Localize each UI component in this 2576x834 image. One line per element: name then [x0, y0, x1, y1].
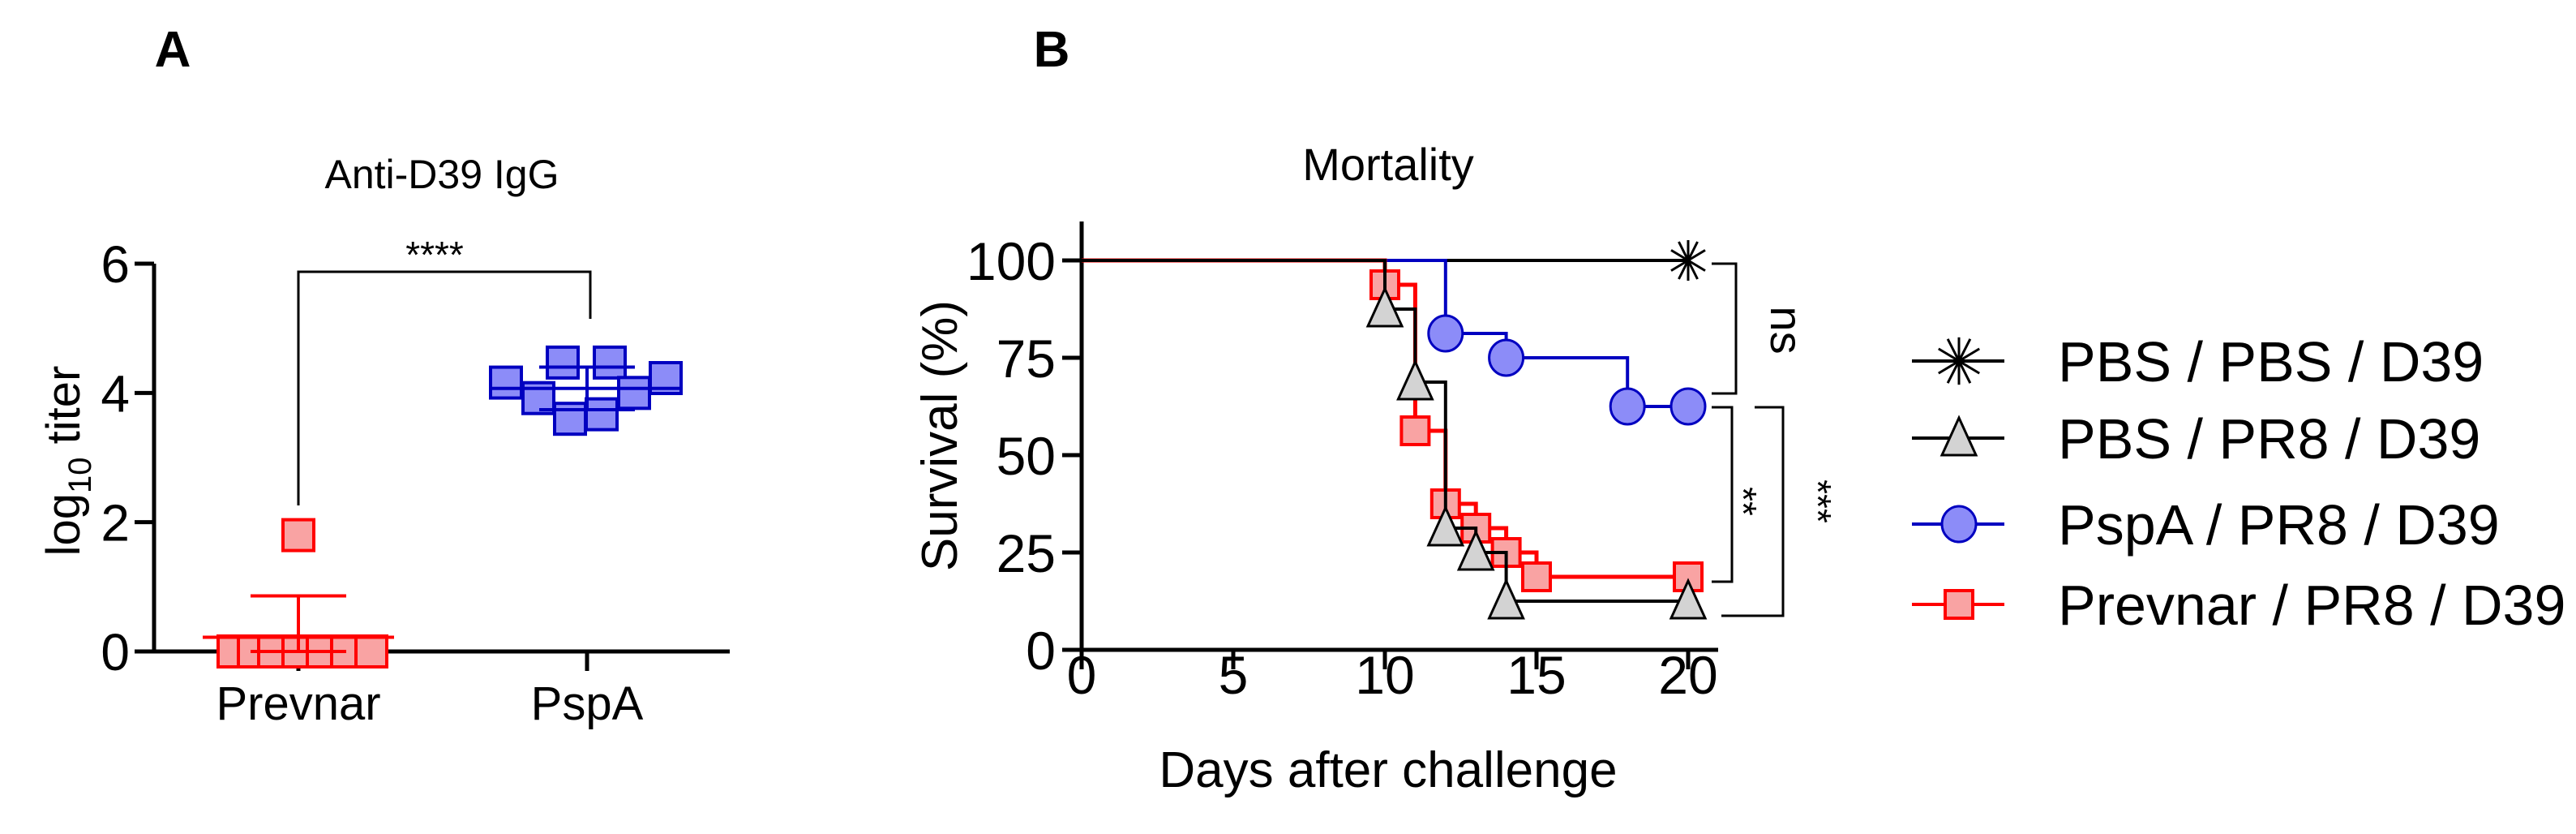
legend: PBS / PBS / D39 PBS / PR8 / D39 PspA / PR8…: [1912, 330, 2565, 637]
circle-marker: [1427, 314, 1464, 353]
significance-bracket-ns: [1712, 262, 1738, 395]
square-marker: [1944, 589, 1974, 620]
significance-label: ***: [1797, 479, 1839, 523]
x-tick-label: 10: [1355, 645, 1414, 705]
legend-item: Prevnar / PR8 / D39: [1912, 574, 2565, 637]
circle-marker: [1940, 505, 1978, 544]
series-pspa: [489, 345, 683, 436]
triangle-marker: [1669, 578, 1708, 620]
data-point-square: [281, 518, 315, 552]
y-tick-label: 75: [997, 329, 1056, 389]
legend-label: PBS / PBS / D39: [2058, 330, 2484, 393]
asterisk-marker: [1670, 240, 1706, 281]
x-tick-label: 15: [1507, 645, 1566, 705]
data-point-square: [585, 397, 619, 432]
y-axis-label-part: 10: [62, 457, 98, 493]
data-point-square: [617, 376, 651, 411]
chart-title: Anti-D39 IgG: [324, 152, 559, 197]
y-tick-label: 25: [997, 523, 1056, 583]
triangle-marker: [1456, 529, 1495, 571]
data-point-square: [553, 402, 587, 436]
square-marker: [1399, 415, 1431, 446]
triangle-marker: [1396, 359, 1434, 401]
y-tick-label: 6: [101, 235, 130, 294]
panel-label-a: A: [155, 22, 191, 78]
panel-b-chart: Mortality 0 25 50 75 100 0 5 10 15 20 Days after ch…: [912, 139, 1839, 798]
significance-label: **: [1722, 487, 1764, 516]
x-axis-label: Days after challenge: [1159, 742, 1617, 798]
y-tick-label: 4: [101, 364, 130, 423]
x-tick-label: Prevnar: [216, 677, 380, 730]
triangle-marker: [1365, 286, 1404, 328]
y-tick-label: 0: [1026, 621, 1056, 681]
data-point-square: [489, 365, 523, 400]
triangle-marker: [1940, 415, 1978, 457]
legend-label: PBS / PR8 / D39: [2058, 407, 2480, 471]
significance-bracket-2star: [1712, 406, 1734, 583]
y-tick-label: 100: [967, 231, 1056, 291]
chart-title: Mortality: [1302, 139, 1474, 190]
y-axis-label: log10 titer: [37, 366, 98, 557]
data-point-square: [354, 634, 388, 668]
asterisk-stroke: [1946, 338, 1972, 384]
survival-series-1: [1082, 259, 1708, 620]
legend-item: PBS / PBS / D39: [1912, 330, 2484, 393]
circle-marker: [1488, 338, 1525, 377]
circle-marker: [1609, 387, 1646, 426]
square-marker: [1521, 561, 1552, 592]
x-tick-label: PspA: [531, 677, 644, 730]
significance-bracket-3star: [1721, 406, 1785, 617]
significance-label: ****: [405, 234, 464, 276]
legend-label: PspA / PR8 / D39: [2058, 493, 2500, 557]
panel-a-chart: Anti-D39 IgG 0 2 4 6 log10 titer Prevnar PspA **…: [37, 152, 730, 730]
y-axis-label: Survival (%): [912, 300, 968, 571]
triangle-marker: [1426, 505, 1465, 547]
x-tick-label: 5: [1219, 645, 1249, 705]
y-tick-label: 0: [101, 623, 130, 681]
significance-label: ns: [1761, 306, 1812, 354]
x-tick-label: 0: [1067, 645, 1097, 705]
asterisk-stroke: [1678, 241, 1699, 280]
significance-bracket: [297, 270, 592, 505]
legend-label: Prevnar / PR8 / D39: [2058, 574, 2565, 637]
legend-item: PspA / PR8 / D39: [1912, 493, 2500, 557]
data-point-square: [546, 345, 580, 380]
asterisk-marker: [1938, 337, 1980, 385]
y-tick-label: 50: [997, 426, 1056, 486]
circle-marker: [1669, 387, 1707, 426]
survival-series-2: [1082, 259, 1707, 426]
panel-label-b: B: [1034, 22, 1070, 78]
y-axis-label-part: log: [37, 493, 90, 556]
significance-brackets: [1712, 262, 1785, 617]
series-prevnar: [203, 518, 394, 668]
x-tick-label: 20: [1658, 645, 1717, 705]
triangle-marker: [1487, 578, 1525, 620]
legend-item: PBS / PR8 / D39: [1912, 407, 2480, 471]
y-axis-label-part: titer: [37, 366, 90, 458]
data-point-square: [593, 345, 627, 380]
y-tick-label: 2: [101, 494, 130, 552]
